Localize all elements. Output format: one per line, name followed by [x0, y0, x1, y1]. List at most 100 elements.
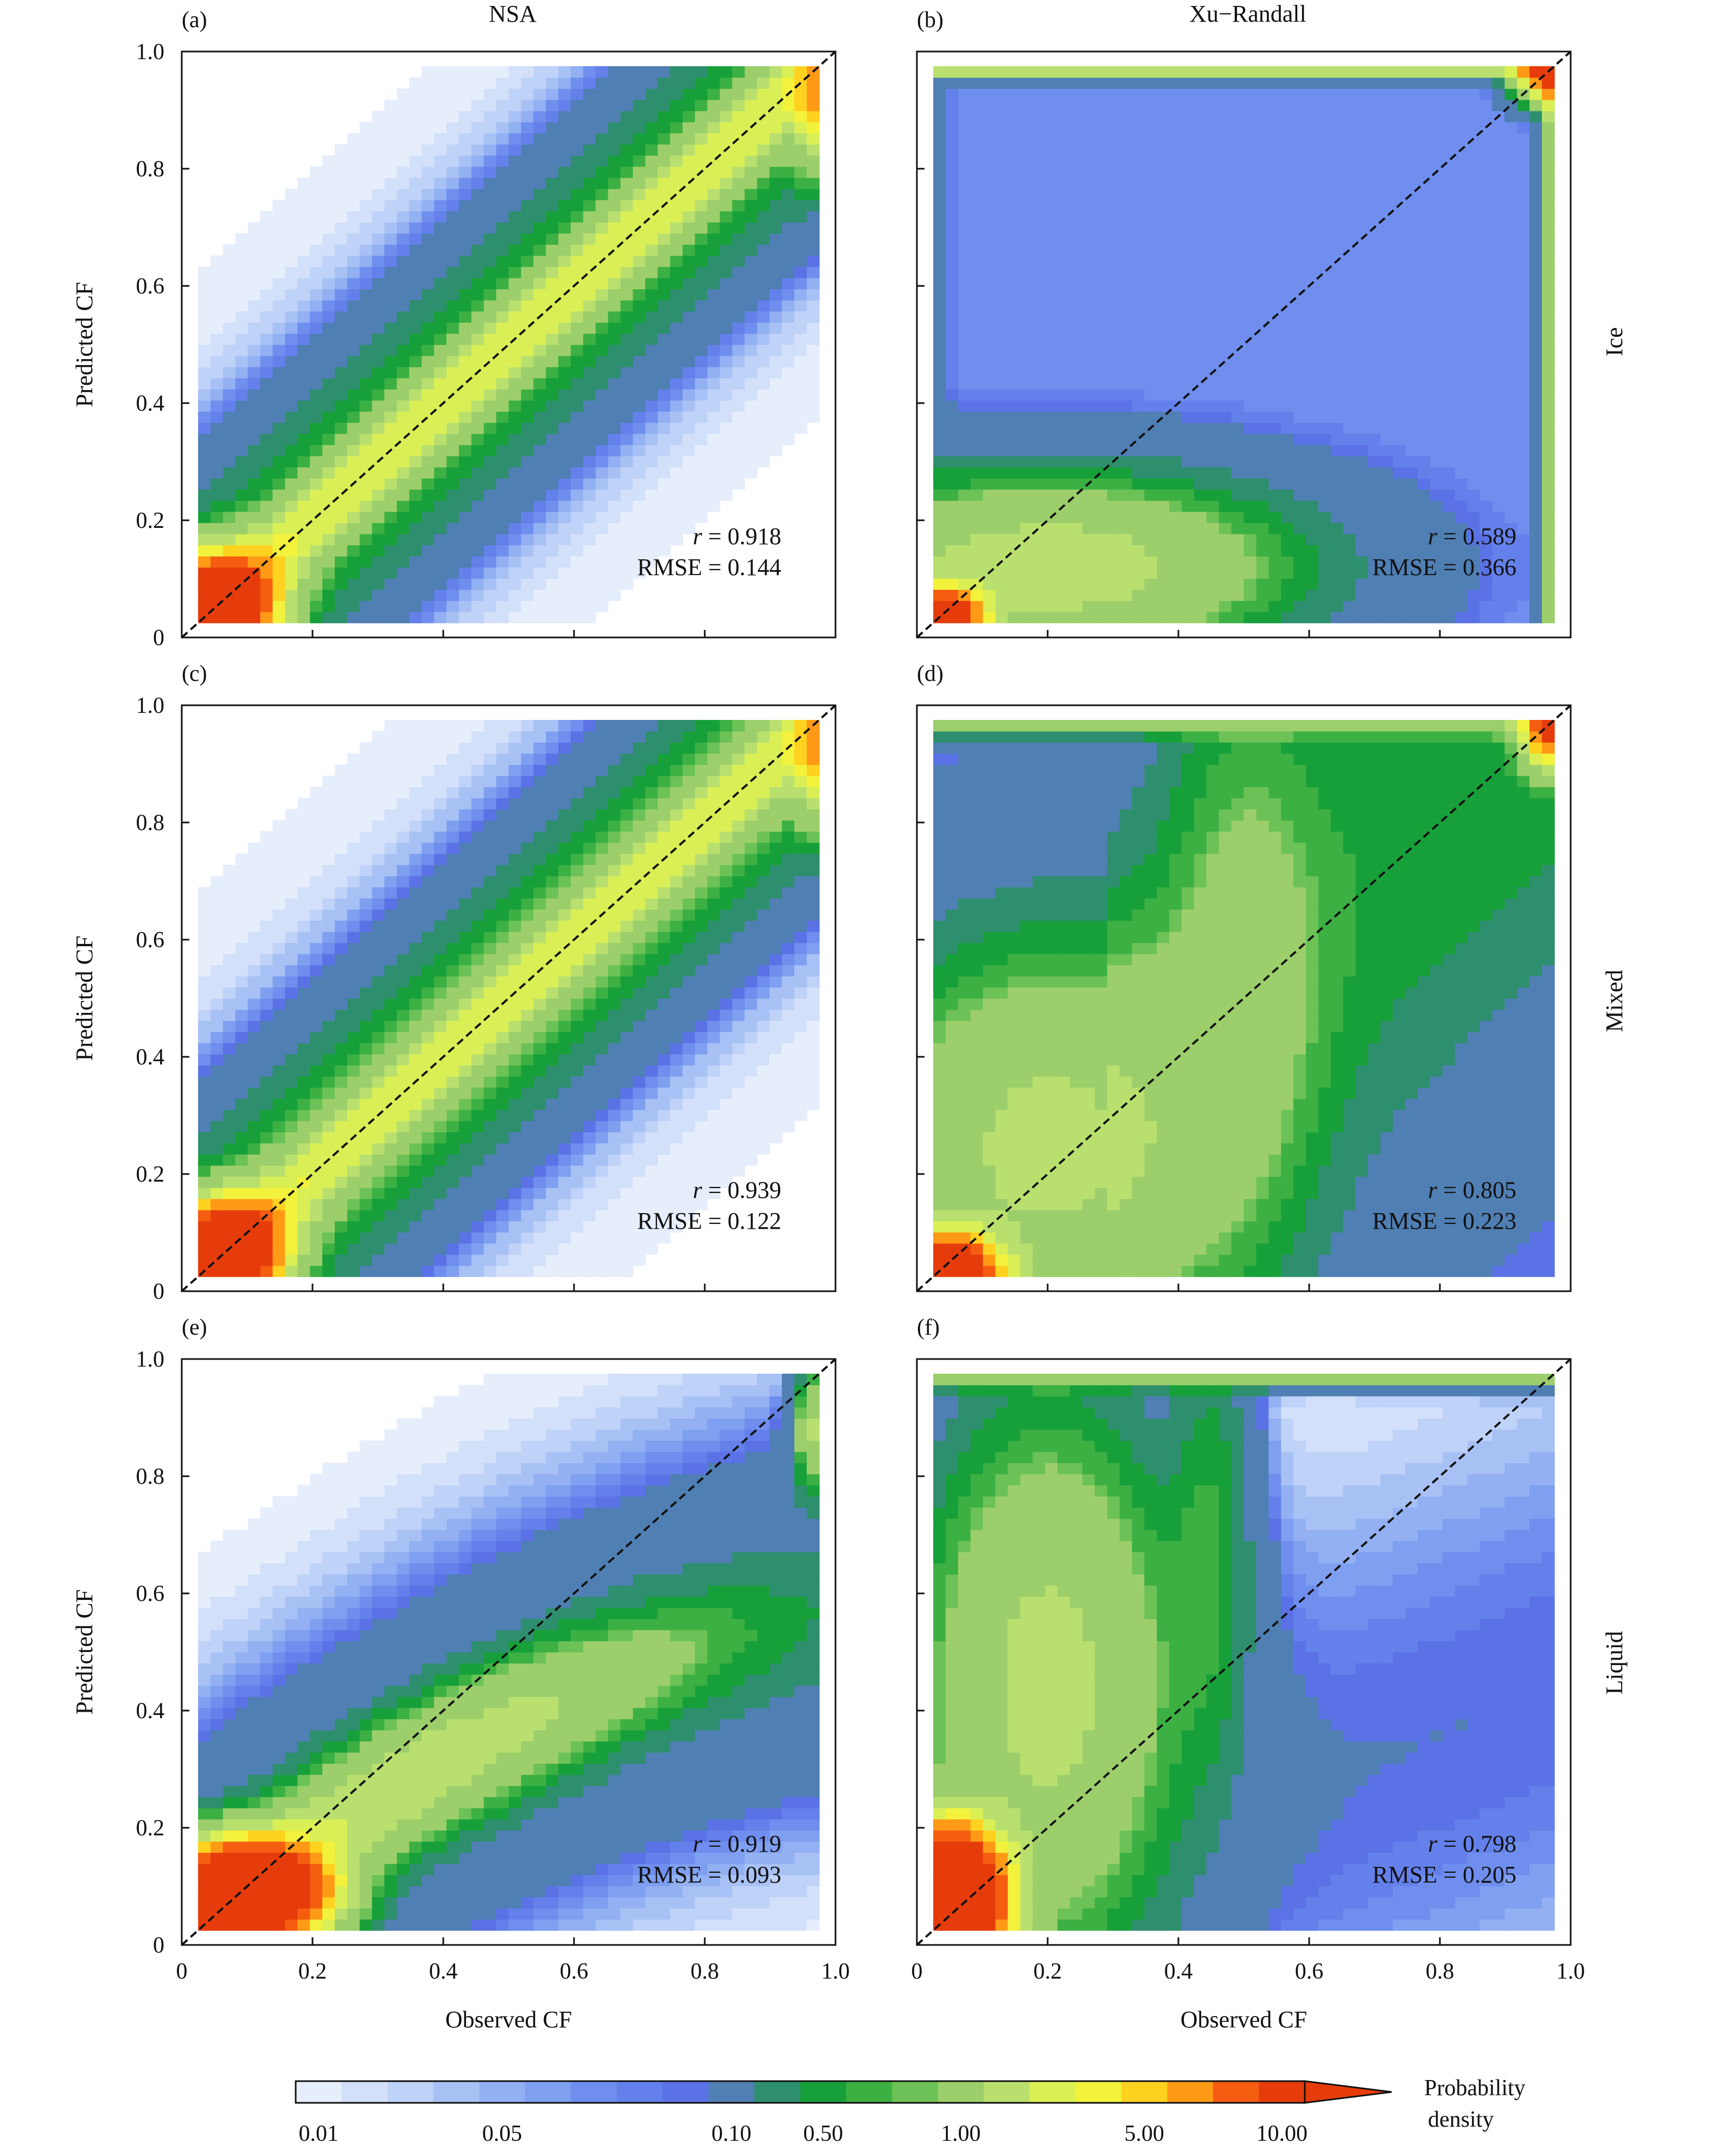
density-cell — [1542, 188, 1555, 200]
density-cell — [1045, 522, 1058, 534]
density-cell — [769, 166, 782, 178]
density-cell — [608, 422, 621, 434]
density-cell — [458, 188, 472, 200]
density-cell — [1268, 522, 1281, 534]
density-cell — [1132, 567, 1145, 579]
density-cell — [533, 299, 546, 312]
density-cell — [521, 177, 534, 189]
density-cell — [198, 266, 211, 278]
density-cell — [1007, 233, 1021, 245]
density-cell — [608, 266, 621, 278]
density-cell — [1467, 66, 1481, 78]
density-cell — [1144, 66, 1157, 78]
density-cell — [633, 266, 646, 278]
density-cell — [272, 311, 286, 323]
density-cell — [496, 133, 509, 145]
density-cell — [546, 533, 559, 546]
density-cell — [235, 322, 248, 334]
density-cell — [247, 533, 261, 546]
density-cell — [1281, 77, 1294, 89]
density-cell — [1045, 389, 1058, 401]
density-cell — [1430, 533, 1443, 546]
density-cell — [1206, 188, 1220, 200]
density-cell — [260, 876, 273, 888]
density-cell — [372, 233, 385, 245]
density-cell — [970, 433, 984, 445]
density-cell — [744, 200, 758, 212]
density-cell — [1455, 133, 1468, 145]
density-cell — [247, 1209, 261, 1222]
density-cell — [1542, 489, 1555, 501]
density-cell — [471, 556, 484, 568]
density-cell — [483, 433, 497, 445]
density-cell — [1107, 200, 1120, 212]
density-cell — [1244, 66, 1257, 78]
density-cell — [970, 522, 984, 534]
density-cell — [571, 567, 584, 579]
density-cell — [272, 611, 286, 623]
density-cell — [1330, 444, 1344, 456]
density-cell — [1182, 489, 1195, 501]
density-cell — [1094, 233, 1108, 245]
density-cell — [1107, 567, 1120, 579]
density-cell — [260, 601, 273, 613]
density-cell — [1256, 578, 1270, 590]
density-cell — [1517, 533, 1530, 546]
density-cell — [1368, 511, 1381, 524]
density-cell — [1206, 500, 1220, 512]
density-cell — [508, 111, 522, 123]
density-cell — [496, 500, 509, 512]
density-cell — [1268, 166, 1281, 178]
density-cell — [1169, 311, 1182, 323]
density-cell — [1517, 456, 1530, 468]
density-cell — [1032, 567, 1045, 579]
density-cell — [1517, 311, 1530, 323]
density-cell — [409, 322, 422, 334]
density-cell — [757, 266, 770, 278]
density-cell — [447, 211, 460, 223]
density-cell — [958, 556, 971, 568]
density-cell — [1492, 567, 1506, 579]
density-cell — [247, 378, 261, 390]
density-cell — [719, 133, 733, 145]
density-cell — [1007, 611, 1021, 623]
density-cell — [620, 122, 634, 133]
density-cell — [1418, 433, 1431, 445]
density-cell — [1393, 66, 1406, 78]
density-cell — [1405, 589, 1418, 601]
density-cell — [1206, 266, 1220, 278]
density-cell — [571, 77, 584, 89]
density-cell — [508, 211, 522, 223]
density-cell — [1418, 311, 1431, 323]
density-cell — [1504, 244, 1517, 256]
density-cell — [694, 400, 708, 412]
density-cell — [1492, 500, 1506, 512]
density-cell — [397, 233, 410, 245]
density-cell — [422, 611, 435, 623]
density-cell — [757, 166, 770, 178]
density-cell — [397, 511, 410, 524]
density-cell — [1492, 322, 1506, 334]
density-cell — [1355, 367, 1369, 379]
density-cell — [1070, 411, 1083, 423]
density-cell — [235, 942, 248, 954]
density-cell — [1144, 266, 1157, 278]
density-cell — [1007, 88, 1021, 100]
density-cell — [1157, 122, 1170, 133]
density-cell — [198, 355, 211, 367]
density-cell — [1057, 266, 1070, 278]
density-cell — [235, 1187, 248, 1200]
density-cell — [558, 478, 571, 490]
density-cell — [658, 378, 671, 390]
density-cell — [571, 433, 584, 445]
density-cell — [571, 99, 584, 111]
density-cell — [782, 99, 795, 111]
density-cell — [744, 244, 758, 256]
density-cell — [633, 177, 646, 189]
density-cell — [297, 500, 310, 512]
density-cell — [1430, 355, 1443, 367]
density-cell — [372, 122, 385, 133]
density-cell — [995, 66, 1009, 78]
density-cell — [533, 611, 546, 623]
density-cell — [1393, 289, 1406, 301]
